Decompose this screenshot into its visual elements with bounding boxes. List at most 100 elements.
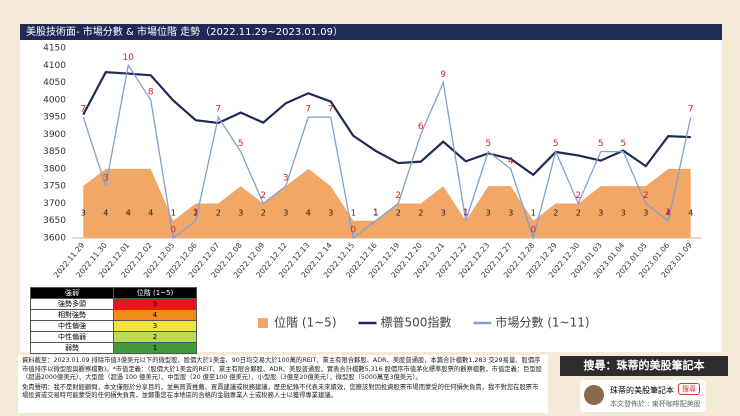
data-label: 0 <box>350 226 356 236</box>
data-label: 3 <box>81 209 86 218</box>
data-label: 1 <box>373 209 378 218</box>
table-cell: 2 <box>113 331 197 343</box>
data-label: 4 <box>306 209 311 218</box>
table-header: 強弱 位階 (1~5) <box>30 287 197 299</box>
line <box>82 71 691 177</box>
y-tick-label: 4050 <box>43 78 66 88</box>
table-head-cell: 強弱 <box>30 287 114 299</box>
data-label: 1 <box>463 209 468 218</box>
data-label: 2 <box>576 209 581 218</box>
data-label: 3 <box>328 209 333 218</box>
data-label: 2 <box>643 191 649 201</box>
y-tick-label: 4100 <box>43 61 66 71</box>
data-label: 5 <box>485 139 491 149</box>
table-cell: 5 <box>113 298 197 310</box>
data-label: 4 <box>103 209 108 218</box>
data-label: 5 <box>620 139 626 149</box>
data-label: 2 <box>396 209 401 218</box>
data-label: 2 <box>193 209 198 218</box>
data-label: 3 <box>598 209 603 218</box>
y-tick-label: 4000 <box>43 95 66 105</box>
published: 本文發佈於 : 東杯咖啡配美股 <box>610 400 701 408</box>
legend-label: 市場分數 (1~11) <box>495 315 589 330</box>
author-name: 珠蒂的美股筆記本 <box>610 386 674 395</box>
data-label: 0 <box>530 226 536 236</box>
y-tick-label: 3900 <box>43 130 66 140</box>
data-label: 3 <box>283 209 288 218</box>
data-label: 7 <box>688 105 694 115</box>
y-tick-label: 4150 <box>43 44 66 54</box>
data-label: 2 <box>260 191 266 201</box>
data-label: 10 <box>123 53 135 63</box>
data-label: 0 <box>170 226 176 236</box>
data-label: 1 <box>373 208 379 218</box>
data-label: 4 <box>666 209 671 218</box>
data-label: 1 <box>193 208 199 218</box>
data-label: 2 <box>575 191 581 201</box>
data-label: 1 <box>665 208 671 218</box>
data-label: 3 <box>486 209 491 218</box>
data-label: 3 <box>508 209 513 218</box>
table-row: 相對強勢 4 <box>30 309 197 321</box>
data-label: 4 <box>126 209 131 218</box>
data-label: 1 <box>463 208 469 218</box>
note: 資料截至：2023.01.09 排除市值3億美元以下的微型股、股價大於1美金、9… <box>22 357 543 382</box>
table-cell: 強勢多頭 <box>30 298 114 310</box>
data-label: 5 <box>553 139 559 149</box>
data-label: 5 <box>238 139 244 149</box>
data-label: 4 <box>508 156 514 166</box>
search-banner: 搜尋：珠蒂的美股筆記本 <box>560 356 728 376</box>
line <box>82 63 692 241</box>
table-cell: 中性偏弱 <box>30 331 114 343</box>
data-label: 7 <box>215 105 221 115</box>
y-tick-label: 3700 <box>43 199 66 209</box>
y-tick-label: 3650 <box>43 216 66 226</box>
data-label: 2 <box>216 209 221 218</box>
data-label: 9 <box>440 70 446 80</box>
data-label: 3 <box>103 174 109 184</box>
data-label: 3 <box>283 174 289 184</box>
table-cell: 4 <box>113 309 197 321</box>
data-label: 3 <box>441 209 446 218</box>
data-label: 1 <box>351 209 356 218</box>
table-row: 弱勢 1 <box>30 342 197 354</box>
level-table: 強弱 位階 (1~5) 強勢多頭 5 相對強勢 4 中性偏強 3 中性偏弱 2 弱勢 1 <box>30 287 197 354</box>
data-label: 4 <box>688 209 693 218</box>
y-tick-label: 3800 <box>43 164 66 174</box>
data-label: 5 <box>598 139 604 149</box>
table-head-cell: 位階 (1~5) <box>113 287 197 299</box>
data-label: 4 <box>148 209 153 218</box>
search-button[interactable]: 搜尋 <box>678 383 700 395</box>
data-label: 2 <box>418 209 423 218</box>
data-label: 3 <box>621 209 626 218</box>
data-label: 2 <box>261 209 266 218</box>
data-label: 7 <box>328 105 334 115</box>
title-bar <box>20 24 722 40</box>
y-tick-label: 3950 <box>43 113 66 123</box>
data-label: 2 <box>553 209 558 218</box>
data-label: 8 <box>148 87 154 97</box>
legend-swatch <box>258 318 268 328</box>
avatar <box>584 385 604 405</box>
data-label: 3 <box>643 209 648 218</box>
notes: 資料截至：2023.01.09 排除市值3億美元以下的微型股、股價大於1美金、9… <box>18 355 548 413</box>
y-tick-label: 3750 <box>43 182 66 192</box>
table-cell: 弱勢 <box>30 342 114 354</box>
table-cell: 1 <box>113 342 197 354</box>
y-tick-label: 3850 <box>43 147 66 157</box>
author-card: 珠蒂的美股筆記本 搜尋 本文發佈於 : 東杯咖啡配美股 <box>580 380 706 412</box>
table-row: 中性偏弱 2 <box>30 331 197 343</box>
data-label: 1 <box>171 209 176 218</box>
data-label: 7 <box>305 105 311 115</box>
data-label: 3 <box>238 209 243 218</box>
legend-label: 位階 (1~5) <box>274 315 337 330</box>
data-label: 6 <box>418 122 424 132</box>
table-row: 強勢多頭 5 <box>30 298 197 310</box>
data-label: 2 <box>395 191 401 201</box>
y-tick-label: 3600 <box>43 234 66 244</box>
area <box>83 168 691 238</box>
table-cell: 相對強勢 <box>30 309 114 321</box>
note: 免責聲明：我不是財經顧問，本文僅限於分享目的，並無買賣推薦、買賣建議或稅務建議，… <box>22 383 539 400</box>
table-cell: 中性偏強 <box>30 320 114 332</box>
